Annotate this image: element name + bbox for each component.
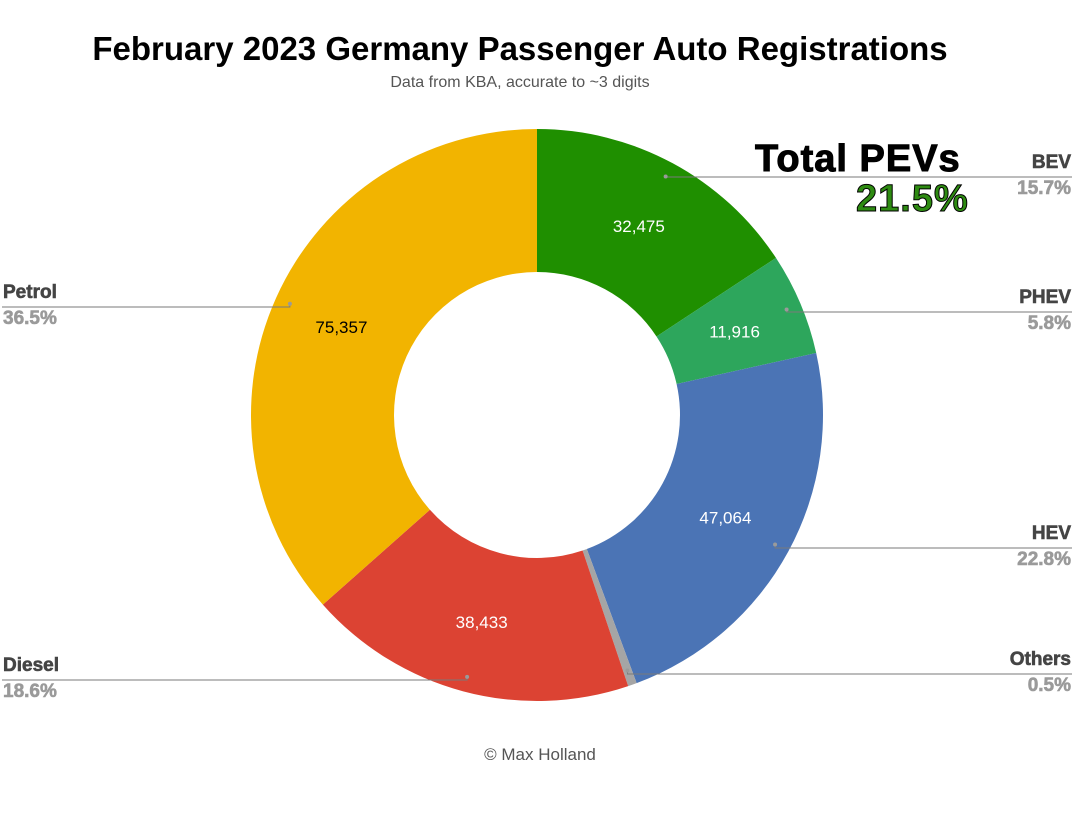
percent-label-bev: 15.7%: [1017, 178, 1071, 199]
leader-line-petrol: [2, 303, 291, 308]
leader-dot-hev: [773, 542, 778, 547]
category-label-petrol: Petrol: [3, 282, 57, 303]
chart-subtitle: Data from KBA, accurate to ~3 digits: [390, 74, 650, 91]
leader-dot-phev: [784, 307, 789, 312]
slice-petrol: [251, 128, 538, 605]
leader-line-phev: [786, 309, 1072, 313]
percent-label-petrol: 36.5%: [3, 308, 57, 329]
slice-bev: [537, 129, 776, 337]
leader-lines: [2, 174, 1072, 681]
value-label-hev: 47,064: [699, 508, 751, 527]
category-label-bev: BEV: [1032, 152, 1071, 173]
leader-dot-diesel: [465, 674, 470, 679]
total-pevs-value: 21.5%: [856, 178, 969, 221]
leader-dot-others: [625, 668, 630, 673]
category-label-others: Others: [1010, 649, 1071, 670]
percent-label-diesel: 18.6%: [3, 681, 57, 702]
percent-label-phev: 5.8%: [1028, 313, 1071, 334]
slice-phev: [656, 257, 817, 384]
percent-label-hev: 22.8%: [1017, 549, 1071, 570]
value-label-bev: 32,475: [613, 217, 665, 236]
leader-dot-petrol: [287, 301, 292, 306]
slice-value-labels: 32,475 11,916 47,064 38,433 75,357: [315, 217, 760, 632]
value-label-diesel: 38,433: [456, 613, 508, 632]
slice-hev: [586, 352, 823, 684]
leader-dot-bev: [663, 174, 668, 179]
value-label-phev: 11,916: [709, 322, 760, 341]
leader-line-others: [626, 670, 1072, 675]
percent-label-others: 0.5%: [1028, 675, 1071, 696]
slice-diesel: [322, 509, 629, 701]
category-label-hev: HEV: [1032, 523, 1071, 544]
value-label-petrol: 75,357: [315, 318, 367, 337]
leader-line-hev: [774, 544, 1072, 549]
category-label-phev: PHEV: [1019, 287, 1071, 308]
category-labels: BEV 15.7% PHEV 5.8% HEV 22.8% Others 0.5% Diesel…: [3, 152, 1072, 703]
chart-title: February 2023 Germany Passenger Auto Reg…: [92, 30, 948, 67]
category-label-diesel: Diesel: [3, 655, 59, 676]
total-pevs-title: Total PEVs: [755, 138, 961, 181]
slice-others: [582, 549, 637, 687]
credit-text: © Max Holland: [484, 745, 596, 764]
leader-line-diesel: [2, 676, 468, 681]
donut-slices: [251, 128, 823, 701]
